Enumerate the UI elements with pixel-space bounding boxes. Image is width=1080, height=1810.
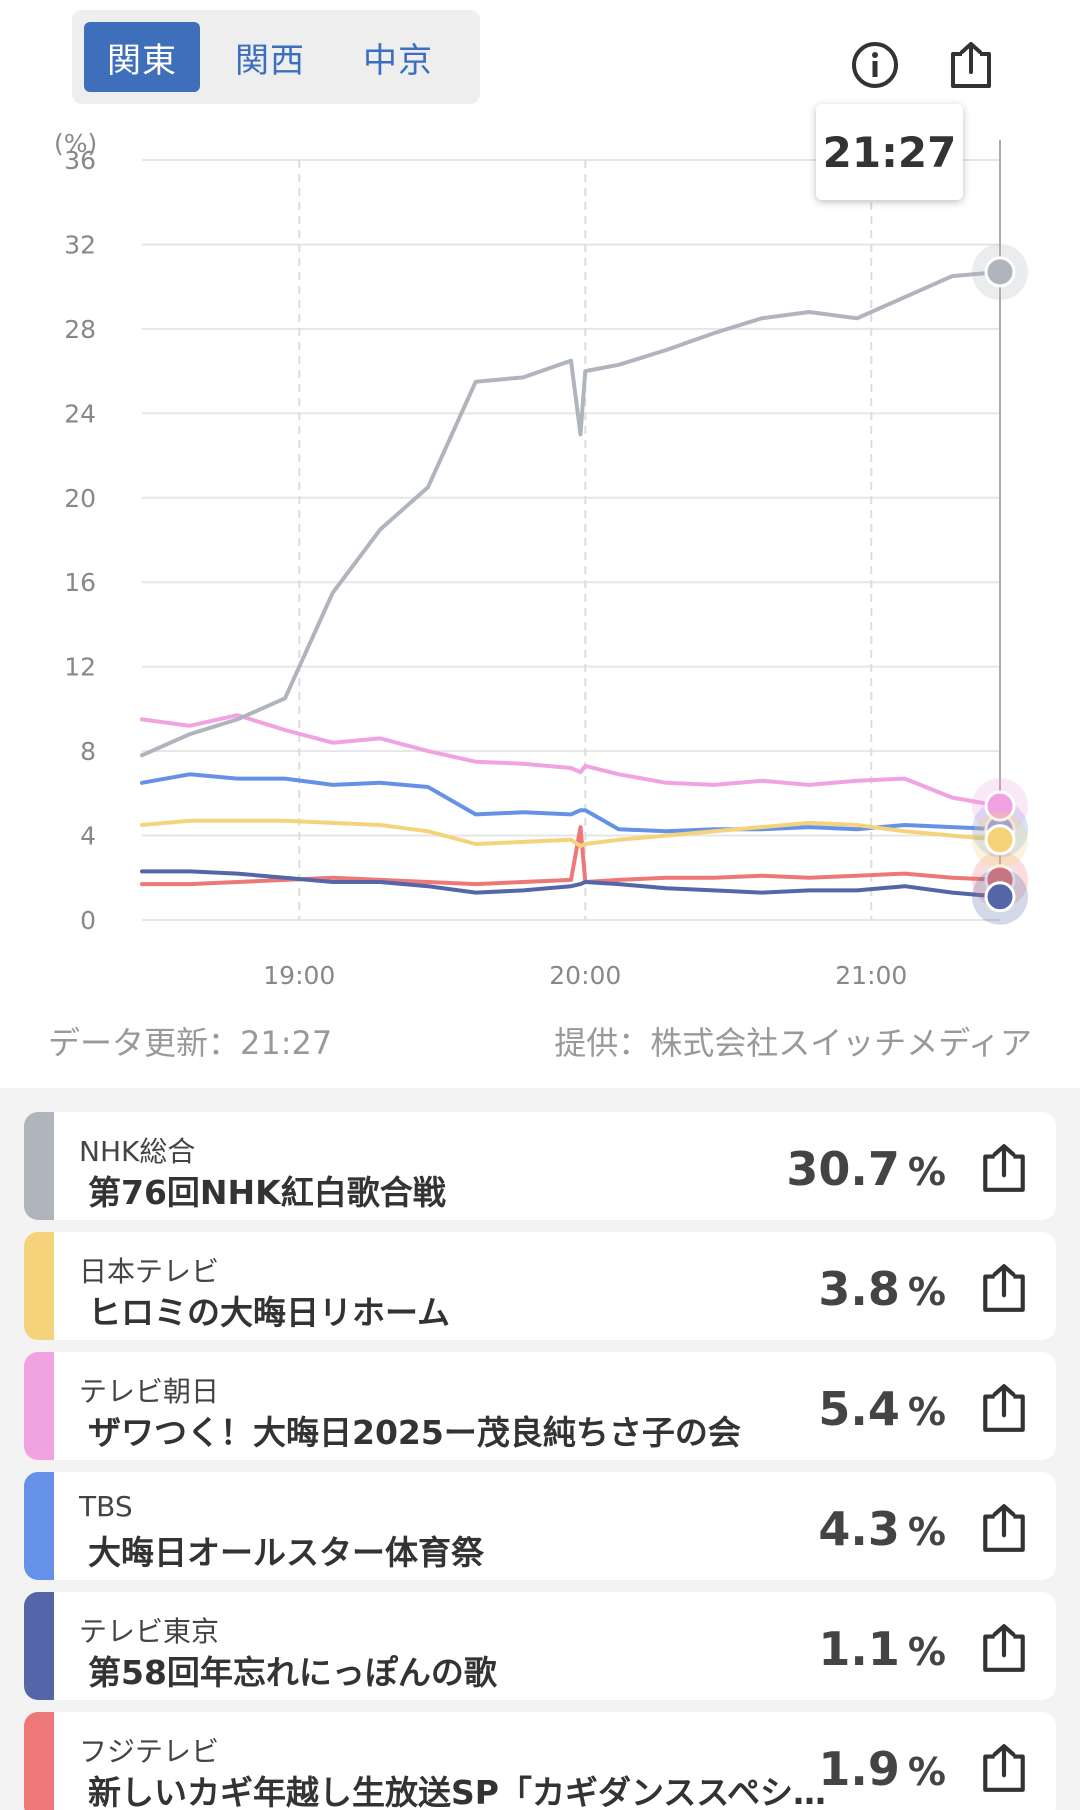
data-updated: データ更新：21:27 (48, 1024, 333, 1062)
channel-share-button[interactable] (978, 1742, 1030, 1794)
y-tick-label: 8 (80, 737, 96, 766)
series-end-point (984, 881, 1016, 913)
series-end-point (984, 256, 1016, 288)
rating-value: 1.1% (818, 1622, 946, 1676)
channel-name: テレビ朝日 (79, 1375, 220, 1408)
channel-share-button[interactable] (978, 1382, 1030, 1434)
rating-number: 3.8 (818, 1262, 900, 1316)
rating-unit: % (907, 1270, 946, 1314)
rating-value: 4.3% (818, 1502, 946, 1556)
series-line (140, 713, 1002, 808)
rating-number: 1.9 (818, 1742, 900, 1796)
channel-card[interactable]: フジテレビ新しいカギ年越し生放送SP「カギダンススペシャル」 1.9% (24, 1712, 1056, 1810)
y-tick-label: 4 (80, 822, 96, 851)
y-tick-label: 0 (80, 906, 96, 935)
channel-card[interactable]: TBS 大晦日オールスター体育祭 4.3% (24, 1472, 1056, 1580)
x-tick-label: 21:00 (835, 961, 907, 990)
data-source: 提供：株式会社スイッチメディア (554, 1024, 1032, 1062)
y-tick-label: 28 (64, 315, 96, 344)
share-icon (983, 1384, 1025, 1432)
channel-card[interactable]: 日本テレビヒロミの大晦日リホーム 3.8% (24, 1232, 1056, 1340)
channel-name: フジテレビ (79, 1735, 220, 1768)
rating-value: 1.9% (818, 1742, 946, 1796)
channel-name: 日本テレビ (79, 1255, 220, 1288)
channel-share-button[interactable] (978, 1502, 1030, 1554)
share-icon (951, 42, 991, 88)
channel-color-stripe (24, 1592, 54, 1700)
tab-kanto[interactable]: 関東 (84, 22, 200, 92)
region-tabs: 関東 関西 中京 (72, 10, 480, 104)
channel-color-stripe (24, 1232, 54, 1340)
rating-value: 5.4% (818, 1382, 946, 1436)
rating-number: 4.3 (818, 1502, 900, 1556)
series-line (140, 869, 1002, 899)
program-title: ヒロミの大晦日リホーム (88, 1293, 451, 1332)
series-line (140, 818, 1002, 849)
y-axis-unit-label: (%) (54, 129, 97, 158)
info-icon (852, 42, 898, 88)
rating-unit: % (907, 1150, 946, 1194)
channel-color-stripe (24, 1472, 54, 1580)
program-title: 新しいカギ年越し生放送SP「カギダンススペシャル」 (88, 1773, 828, 1810)
channel-card[interactable]: テレビ東京第58回年忘れにっぽんの歌 1.1% (24, 1592, 1056, 1700)
channel-name: テレビ東京 (79, 1615, 220, 1648)
share-icon (983, 1264, 1025, 1312)
series-line (140, 772, 1002, 834)
channel-color-stripe (24, 1712, 54, 1810)
channel-share-button[interactable] (978, 1262, 1030, 1314)
program-title: ザワつく！大晦日2025ー茂良純ちさ子の会 (88, 1413, 741, 1452)
channel-name: NHK総合 (79, 1135, 196, 1168)
share-icon (983, 1624, 1025, 1672)
rating-chart: (%) 0 4 8 12 16 20 24 28 32 36 19:00 20:00 21:00 (54, 129, 1028, 990)
share-button[interactable] (944, 38, 998, 92)
rating-unit: % (907, 1510, 946, 1554)
tab-kansai[interactable]: 関西 (235, 40, 305, 81)
y-tick-label: 16 (64, 568, 96, 597)
y-tick-label: 36 (64, 146, 96, 175)
program-title: 大晦日オールスター体育祭 (88, 1533, 484, 1572)
channel-share-button[interactable] (978, 1142, 1030, 1194)
program-title: 第76回NHK紅白歌合戦 (88, 1173, 446, 1212)
tab-chukyo[interactable]: 中京 (363, 40, 433, 81)
series-line (140, 269, 1002, 758)
channel-color-stripe (24, 1352, 54, 1460)
channel-card[interactable]: NHK総合第76回NHK紅白歌合戦 30.7% (24, 1112, 1056, 1220)
rating-value: 30.7% (786, 1142, 946, 1196)
rating-unit: % (907, 1390, 946, 1434)
share-icon (983, 1744, 1025, 1792)
y-tick-label: 20 (64, 484, 96, 513)
x-tick-label: 20:00 (549, 961, 621, 990)
rating-number: 5.4 (818, 1382, 900, 1436)
rating-number: 1.1 (818, 1622, 900, 1676)
rating-number: 30.7 (786, 1142, 900, 1196)
channel-name: TBS (79, 1490, 133, 1523)
y-tick-label: 32 (64, 230, 96, 259)
rating-unit: % (907, 1630, 946, 1674)
channel-color-stripe (24, 1112, 54, 1220)
series-end-point (984, 790, 1016, 822)
rating-unit: % (907, 1750, 946, 1794)
rating-value: 3.8% (818, 1262, 946, 1316)
channel-share-button[interactable] (978, 1622, 1030, 1674)
program-title: 第58回年忘れにっぽんの歌 (88, 1653, 497, 1692)
time-tooltip: 21:27 (816, 104, 963, 200)
info-button[interactable] (848, 38, 902, 92)
y-tick-label: 12 (64, 653, 96, 682)
share-icon (983, 1504, 1025, 1552)
channel-card[interactable]: テレビ朝日ザワつく！大晦日2025ー茂良純ちさ子の会 5.4% (24, 1352, 1056, 1460)
x-tick-label: 19:00 (263, 961, 335, 990)
y-tick-label: 24 (64, 399, 96, 428)
share-icon (983, 1144, 1025, 1192)
series-end-point (984, 824, 1016, 856)
